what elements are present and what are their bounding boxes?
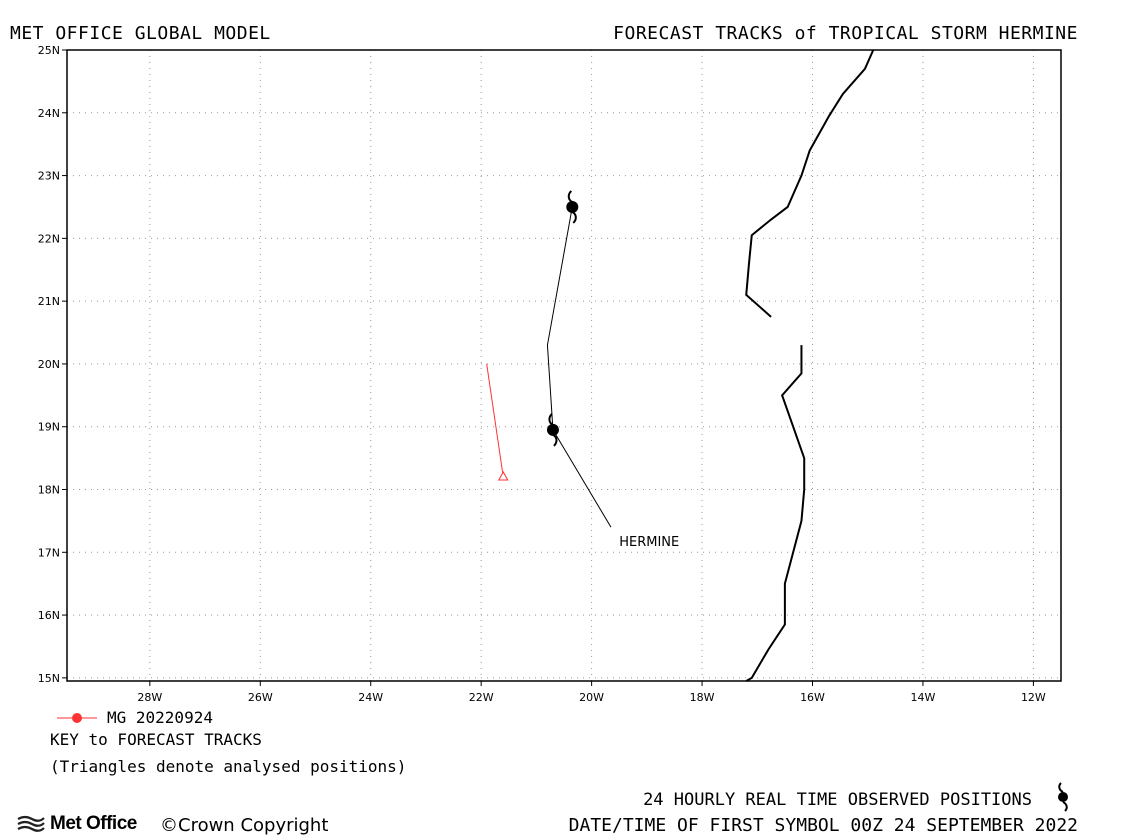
- analysed-position-triangle: [497, 470, 509, 481]
- crown-copyright: ©Crown Copyright: [160, 815, 329, 836]
- lat-tick-label: 18N: [38, 484, 60, 497]
- grid-lines: [67, 49, 1061, 681]
- legend-series-row: MG 20220924: [55, 708, 213, 727]
- first-symbol-date: DATE/TIME OF FIRST SYMBOL 00Z 24 SEPTEMB…: [568, 815, 1078, 836]
- met-office-wave-icon: [17, 815, 45, 832]
- header-right-title: FORECAST TRACKS of TROPICAL STORM HERMIN…: [613, 23, 1078, 44]
- lat-tick-label: 24N: [38, 107, 60, 120]
- lon-tick-label: 16W: [800, 691, 825, 704]
- forecast-track-line: [486, 363, 504, 478]
- lat-tick-label: 23N: [38, 170, 60, 183]
- met-office-logo-text: Met Office: [50, 813, 137, 834]
- lat-tick-label: 17N: [38, 546, 60, 559]
- coastline-segment: [745, 345, 806, 682]
- lat-tick-label: 25N: [38, 44, 60, 57]
- storm-name-label: HERMINE: [619, 535, 679, 550]
- map-frame: [66, 49, 1062, 682]
- storm-label-leader: [552, 429, 612, 528]
- legend-series-label: MG 20220924: [107, 708, 213, 727]
- legend-series-marker: [57, 712, 97, 723]
- lon-tick-label: 20W: [579, 691, 604, 704]
- lon-tick-label: 12W: [1021, 691, 1046, 704]
- storm-symbol-icon: [546, 413, 559, 447]
- storm-tracks: HERMINE: [486, 190, 679, 550]
- lon-tick-label: 26W: [248, 691, 273, 704]
- lon-tick-label: 18W: [690, 691, 715, 704]
- legend-note: (Triangles denote analysed positions): [50, 757, 407, 776]
- observed-positions-label: 24 HOURLY REAL TIME OBSERVED POSITIONS: [643, 790, 1032, 810]
- lat-tick-label: 22N: [38, 232, 60, 245]
- lon-tick-label: 28W: [137, 691, 162, 704]
- storm-symbol-icon: [566, 190, 579, 224]
- lat-tick-label: 20N: [38, 358, 60, 371]
- lon-tick-label: 24W: [358, 691, 383, 704]
- lon-tick-label: 14W: [911, 691, 936, 704]
- observed-track-line: [546, 206, 573, 430]
- lat-tick-label: 19N: [38, 421, 60, 434]
- coastline-segment: [745, 49, 875, 318]
- axis-ticks: 28W 26W 24W 22W 20W 18W 16W 14W 12W 15N 16N 17N 18N 1…: [38, 44, 1046, 704]
- lon-tick-label: 22W: [469, 691, 494, 704]
- header-left-title: MET OFFICE GLOBAL MODEL: [10, 23, 271, 44]
- lat-tick-label: 21N: [38, 295, 60, 308]
- tropical-storm-icon: [1058, 782, 1068, 812]
- met-office-logo: Met Office: [16, 813, 137, 835]
- coastline: [745, 49, 875, 682]
- lat-tick-label: 16N: [38, 609, 60, 622]
- legend-key-title: KEY to FORECAST TRACKS: [50, 730, 262, 749]
- lat-tick-label: 15N: [38, 672, 60, 685]
